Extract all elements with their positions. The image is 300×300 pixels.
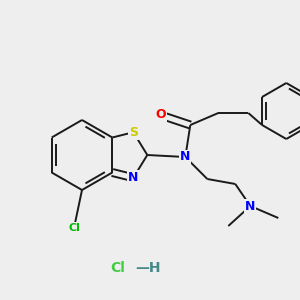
Text: N: N [128,171,139,184]
Text: N: N [245,200,256,212]
Text: S: S [129,126,138,139]
Text: —H: —H [135,261,161,275]
Text: N: N [180,151,190,164]
Text: Cl: Cl [68,223,80,233]
Text: Cl: Cl [111,261,125,275]
Text: O: O [155,109,166,122]
